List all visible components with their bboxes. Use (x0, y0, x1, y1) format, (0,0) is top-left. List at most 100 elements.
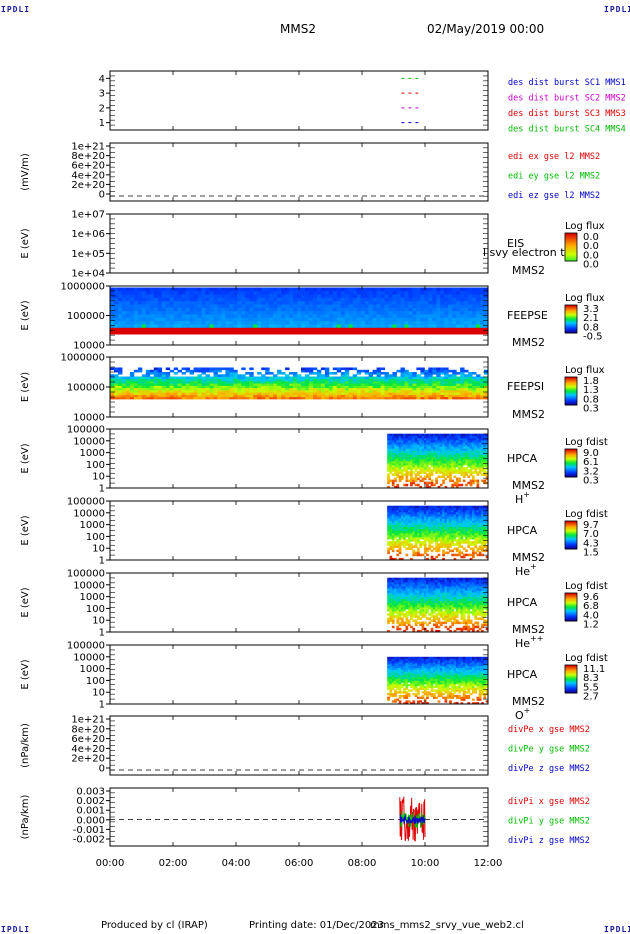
species-charge: + (524, 706, 531, 715)
y-axis-label: E (eV) (20, 587, 31, 617)
colorbar-frame (564, 592, 578, 622)
species-charge: + (530, 562, 537, 571)
instrument-label: HPCA (507, 452, 538, 465)
y-axis-label: (nPa/km) (20, 795, 31, 840)
colorbar-frame (564, 376, 578, 406)
colorbar-tick-label: 8.3 (583, 673, 599, 684)
y-tick-label: 1000000 (60, 282, 105, 293)
legend-entry: divPi x gse MMS2 (508, 797, 590, 807)
y-tick-label: 1000 (80, 592, 105, 603)
colorbar-tick-label: 0.0 (583, 241, 599, 252)
y-tick-label: 0.001 (76, 806, 105, 817)
panel-burst: 1 2 3 4 des dist burst SC1 MMS1 des dist burs… (99, 70, 626, 135)
colorbar-tick-label: 1.2 (583, 620, 599, 631)
instrument-label: HPCA (507, 668, 538, 681)
y-tick-label: 10 (92, 472, 105, 483)
legend-entry: divPi y gse MMS2 (508, 817, 590, 827)
y-tick-label: 1000 (80, 664, 105, 675)
colorbar-frame (564, 304, 578, 334)
y-tick-label: 1 (99, 700, 105, 711)
legend-entry: des dist burst SC1 MMS1 (508, 78, 626, 88)
y-tick-label: 10000 (73, 341, 105, 352)
y-tick-label: 100000 (67, 569, 105, 580)
colorbar-frame (564, 448, 578, 478)
y-tick-label: 0 (99, 764, 105, 775)
y-tick-label: 1000 (80, 448, 105, 459)
spectrogram-feepsi (110, 367, 489, 400)
y-tick-label: 2 (99, 103, 105, 114)
y-tick-label: 100 (86, 604, 105, 615)
overlay-label: l svy electron to (483, 246, 572, 259)
y-tick-label: 100000 (67, 311, 105, 322)
colorbar-tick-label: 2.1 (583, 313, 599, 324)
legend-entry: edi ex gse l2 MMS2 (508, 152, 600, 162)
y-tick-label: 1e+21 (71, 715, 105, 726)
x-tick-label: 12:00 (474, 858, 503, 869)
spacecraft-label: MMS2 (512, 408, 545, 421)
y-tick-label: 1 (99, 484, 105, 495)
colorbar-tick-label: 9.7 (583, 520, 599, 531)
panel-feepse: 10000 100000 1000000 E (eV) FEEPSE MMS2 Log fl… (20, 282, 605, 352)
legend-entry: divPe z gse MMS2 (508, 764, 590, 774)
footer-printing-date: Printing date: 01/Dec/2023 (249, 920, 385, 931)
x-tick-label: 00:00 (96, 858, 125, 869)
colorbar-tick-label: -0.5 (583, 332, 603, 343)
y-tick-label: 0 (99, 190, 105, 201)
panel-frame (109, 715, 489, 776)
spacecraft-label: MMS2 (512, 264, 545, 277)
y-tick-label: 100000 (67, 383, 105, 394)
spacecraft-label: MMS2 (512, 479, 545, 492)
date-title: 02/May/2019 00:00 (427, 22, 545, 36)
spacecraft-label: MMS2 (512, 551, 545, 564)
colorbar-title: Log fdist (565, 653, 608, 664)
panel-frame (109, 70, 489, 131)
instrument-label: FEEPSE (507, 309, 548, 322)
colorbar-tick-label: 0.0 (583, 232, 599, 243)
colorbar-title: Log fdist (565, 581, 608, 592)
colorbar-tick-label: 1.3 (583, 385, 599, 396)
y-axis-label: E (eV) (20, 515, 31, 545)
colorbar-tick-label: 4.3 (583, 538, 599, 549)
y-tick-label: 1e+05 (71, 249, 105, 260)
y-tick-label: 8e+20 (71, 724, 105, 735)
species-charge: + (523, 490, 530, 499)
y-tick-label: 4 (99, 74, 105, 85)
x-tick-label: 06:00 (285, 858, 314, 869)
spectrogram-hpca_h (387, 433, 489, 489)
corner-mark-top-right: IPDLI (604, 5, 630, 14)
y-axis-label: (mV/m) (20, 153, 31, 191)
species-charge: ++ (530, 634, 543, 643)
legend-entry: edi ey gse l2 MMS2 (508, 172, 600, 182)
y-axis-label: E (eV) (20, 659, 31, 689)
series-2-trace (399, 813, 426, 824)
species-label: He+ (515, 562, 537, 578)
y-tick-label: 10 (92, 544, 105, 555)
x-tick-label: 04:00 (222, 858, 251, 869)
y-tick-label: 2e+20 (71, 180, 105, 191)
y-tick-label: 100000 (67, 641, 105, 652)
colorbar-tick-label: 9.6 (583, 592, 599, 603)
y-tick-label: 10000 (73, 580, 105, 591)
colorbar-frame (564, 232, 578, 262)
y-tick-label: 1000 (80, 520, 105, 531)
y-tick-label: 6e+20 (71, 734, 105, 745)
spectrogram-hpca_o (387, 656, 489, 705)
footer-filename: mms_mms2_srvy_vue_web2.cl (370, 920, 524, 931)
instrument-label: HPCA (507, 524, 538, 537)
y-axis-label: E (eV) (20, 228, 31, 258)
y-tick-label: 0.000 (76, 815, 105, 826)
y-tick-label: 1 (99, 556, 105, 567)
x-tick-label: 10:00 (411, 858, 440, 869)
legend-entry: divPe y gse MMS2 (508, 745, 590, 755)
y-tick-label: 1000000 (60, 353, 105, 364)
colorbar-tick-label: 6.1 (583, 457, 599, 468)
y-tick-label: 0.003 (76, 787, 105, 798)
legend-entry: des dist burst SC2 MMS2 (508, 94, 626, 104)
x-tick-label: 08:00 (348, 858, 377, 869)
colorbar-tick-label: 0.8 (583, 394, 599, 405)
colorbar-tick-label: 1.5 (583, 548, 599, 559)
y-tick-label: 8e+20 (71, 151, 105, 162)
colorbar-tick-label: 7.0 (583, 529, 599, 540)
legend-entry: des dist burst SC4 MMS4 (508, 125, 626, 135)
